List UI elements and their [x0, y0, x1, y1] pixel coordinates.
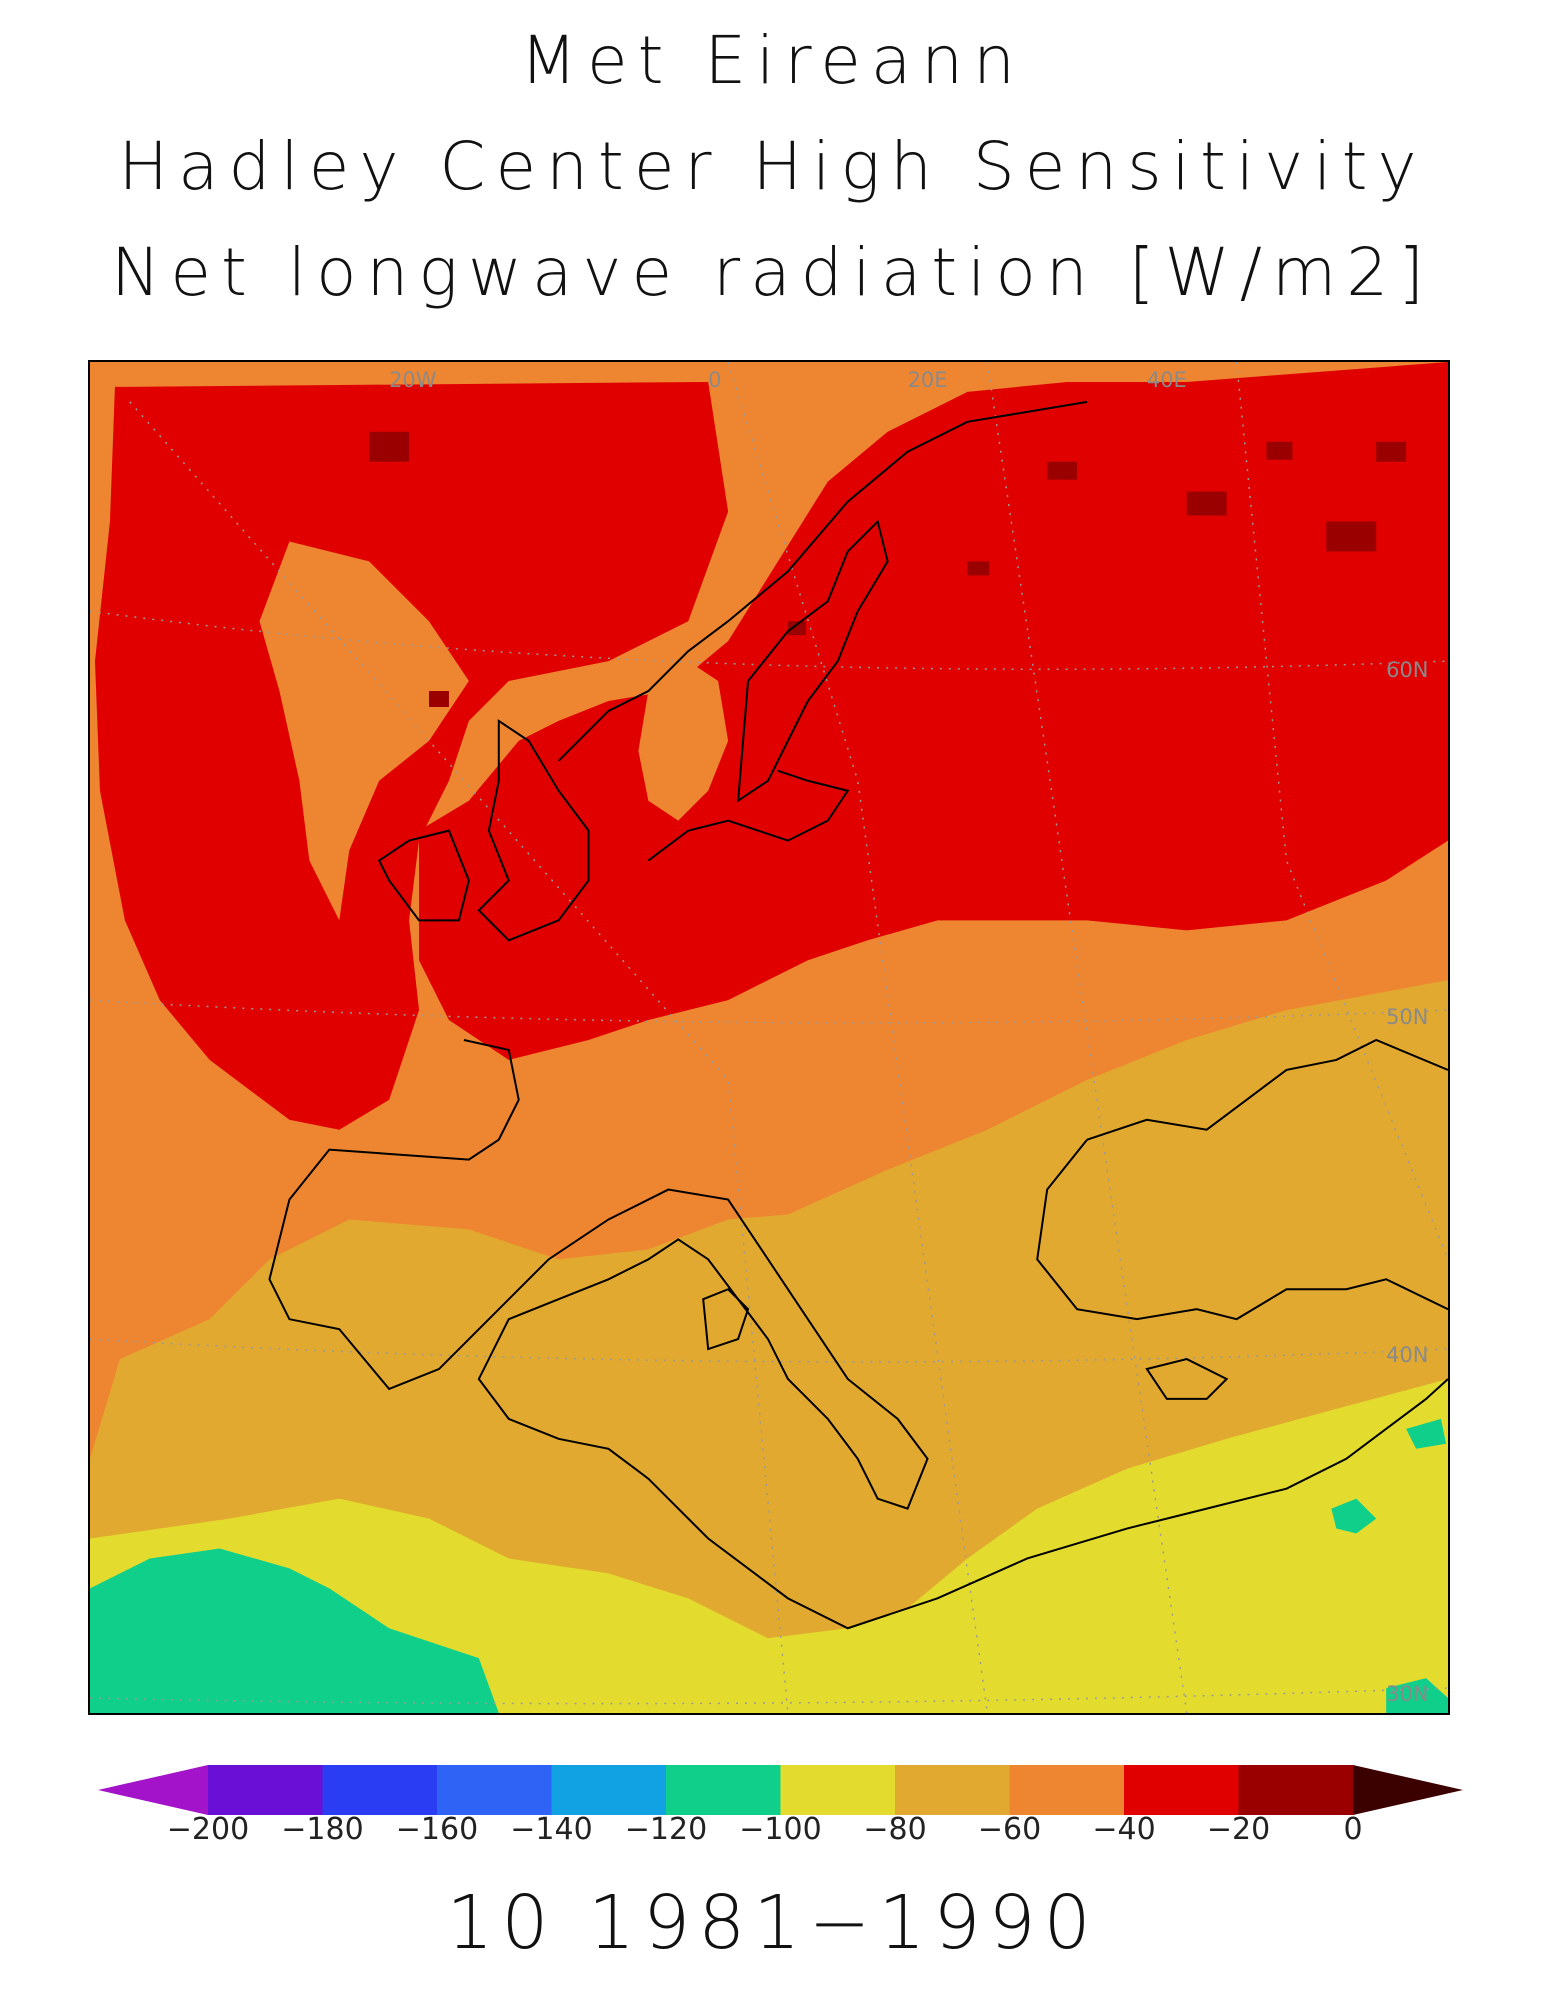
- field-orange-channel: [259, 541, 469, 921]
- coast-black-sea-south: [1036, 1139, 1448, 1321]
- colorbar-segment: [1124, 1765, 1239, 1815]
- title-line-3: Net longwave radiation [W/m2]: [111, 234, 1434, 311]
- colorbar-tick-label: −20: [1206, 1812, 1271, 1847]
- field-red-atlantic: [94, 381, 729, 1130]
- period-label: 10 1981−1990: [446, 1880, 1099, 1966]
- lat-label-40n: 40N: [1386, 1343, 1428, 1367]
- colorbar-tick-label: −120: [624, 1812, 708, 1847]
- lat-label-60n: 60N: [1386, 658, 1428, 682]
- colorbar-tick-label: 0: [1343, 1812, 1363, 1847]
- colorbar-tick-label: −140: [510, 1812, 593, 1847]
- lon-label-40e: 40E: [1147, 368, 1187, 392]
- field-green-west: [90, 1548, 499, 1713]
- colorbar-segment: [1238, 1765, 1354, 1815]
- coast-ireland: [377, 829, 470, 922]
- radiation-map: 20W 0 20E 40E 60N 50N 40N 30N: [90, 362, 1448, 1713]
- colorbar-tick-label: −80: [863, 1812, 927, 1847]
- colorbar-tick-label: −180: [281, 1812, 364, 1847]
- lon-label-20w: 20W: [389, 368, 436, 392]
- colorbar-segment: [780, 1765, 896, 1815]
- field-darkred-speckle: [369, 431, 1407, 707]
- coast-black-sea: [1086, 1038, 1448, 1141]
- coast-south-europe-africa: [268, 1039, 1448, 1630]
- colorbar: [98, 1765, 1463, 1815]
- lon-label-0: 0: [708, 368, 721, 392]
- coast-aegean-island: [1145, 1357, 1229, 1400]
- colorbar-segment: [208, 1765, 323, 1815]
- graticule: [90, 362, 1448, 1713]
- colorbar-segment: [895, 1765, 1010, 1815]
- colorbar-segment: [322, 1765, 438, 1815]
- colorbar-tick-label: −160: [395, 1812, 479, 1847]
- coastlines: [268, 400, 1448, 1630]
- colorbar-tick-label: −200: [166, 1812, 250, 1847]
- coast-britain: [477, 719, 590, 942]
- colorbar-segment: [666, 1765, 781, 1815]
- colorbar-tick-label: −40: [1092, 1812, 1156, 1847]
- colorbar-segment: [1009, 1765, 1125, 1815]
- lon-label-20e: 20E: [908, 368, 948, 392]
- lat-label-30n: 30N: [1386, 1682, 1428, 1706]
- colorbar-segment: [437, 1765, 552, 1815]
- colorbar-tick-label: −60: [977, 1812, 1042, 1847]
- field-orange-baltic: [638, 661, 729, 821]
- lat-label-50n: 50N: [1386, 1005, 1428, 1029]
- colorbar-segment: [551, 1765, 667, 1815]
- field-red-europe: [419, 362, 1448, 1060]
- map-frame: 20W 0 20E 40E 60N 50N 40N 30N: [88, 360, 1450, 1715]
- title-line-1: Met Eireann: [520, 22, 1025, 99]
- title-line-2: Hadley Center High Sensitivity: [118, 128, 1427, 205]
- colorbar-segment-low: [98, 1765, 208, 1815]
- colorbar-tick-label: −100: [739, 1812, 822, 1847]
- field-yellow: [90, 1378, 1448, 1713]
- coast-corsica-sardinia: [702, 1288, 750, 1351]
- colorbar-segment-high: [1353, 1765, 1463, 1815]
- coast-baltic-south: [647, 769, 850, 862]
- coast-gulf-of-bothnia: [736, 519, 889, 803]
- coast-north: [557, 400, 1088, 762]
